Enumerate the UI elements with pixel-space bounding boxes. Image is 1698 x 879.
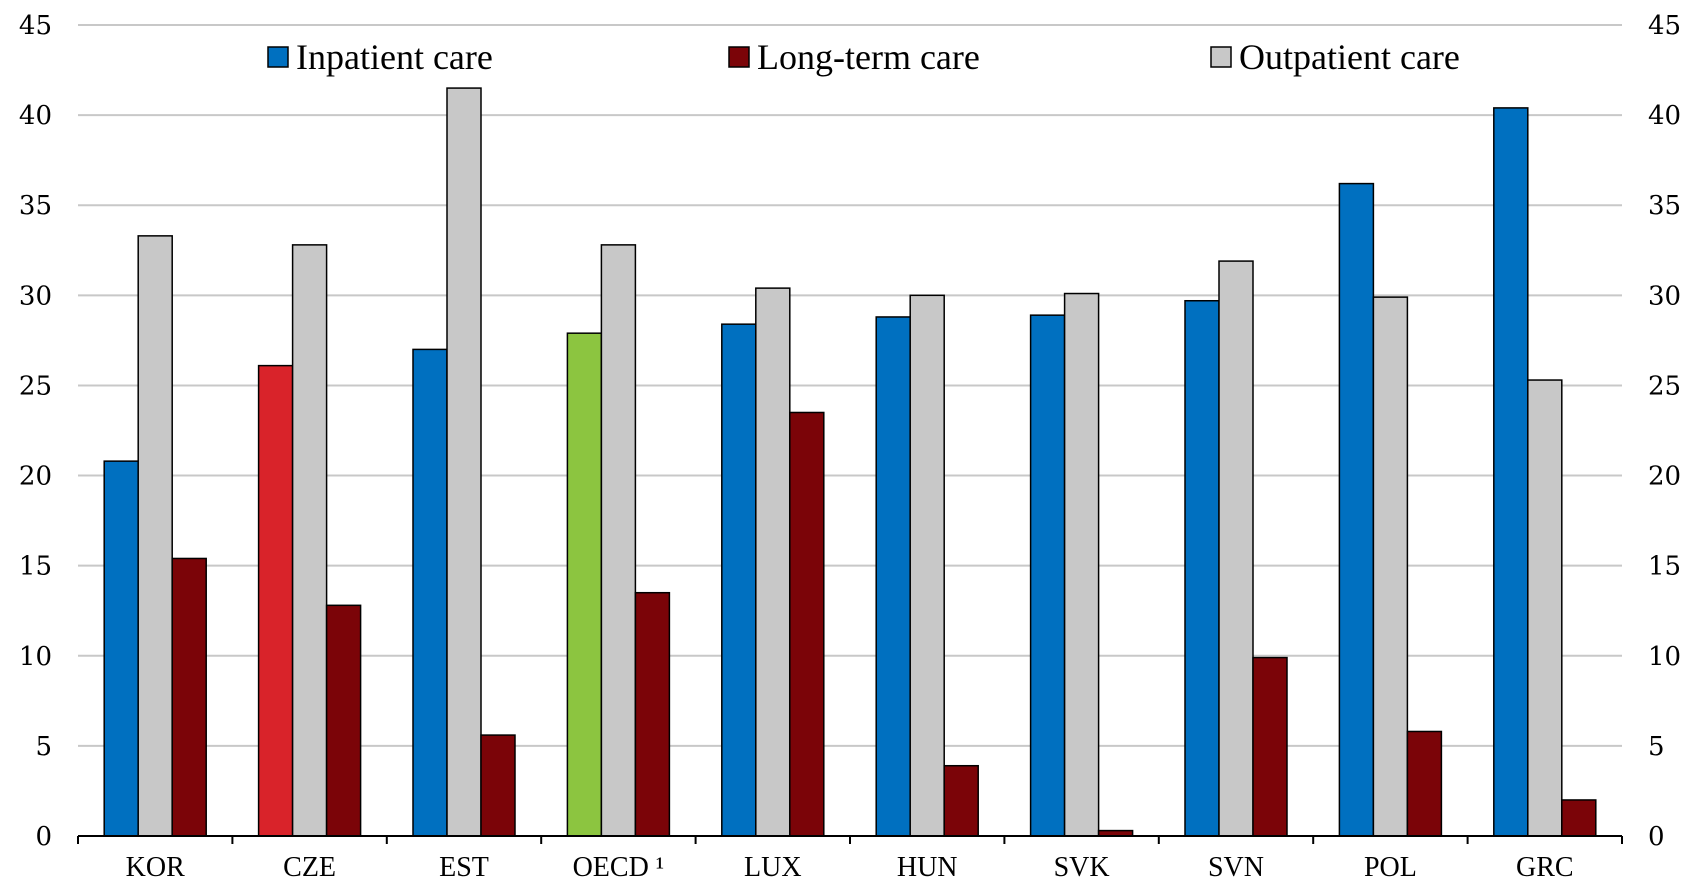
y-tick-label-right: 40 <box>1648 101 1681 131</box>
bar-inpatient-care-4 <box>721 323 757 837</box>
x-axis: KOR CZE EST OECD ¹ LUX HUN SVK SVN POL GRC <box>77 835 1623 879</box>
bar-inpatient-care-5 <box>875 316 911 837</box>
y-tick-label-left: 10 <box>19 642 52 672</box>
bar-long-term-care-3 <box>634 591 671 837</box>
bar-inpatient-care-0 <box>103 460 139 837</box>
legend-item: Inpatient care <box>267 37 493 77</box>
legend-item: Outpatient care <box>1210 37 1460 77</box>
y-axis-left: 0 5 10 15 20 25 30 35 40 45 <box>19 11 52 852</box>
bar-outpatient-care-5 <box>909 294 945 837</box>
x-tick-label: GRC <box>1516 852 1574 879</box>
x-tick-label: KOR <box>126 852 185 879</box>
y-tick-label-right: 20 <box>1648 462 1681 492</box>
bar-long-term-care-7 <box>1252 656 1288 837</box>
y-tick-label-left: 15 <box>19 552 52 582</box>
y-tick-label-left: 20 <box>19 462 52 492</box>
y-tick-label-right: 30 <box>1648 281 1681 311</box>
legend-label: Outpatient care <box>1239 37 1460 77</box>
bar-long-term-care-8 <box>1406 730 1443 837</box>
y-tick-label-left: 40 <box>19 101 52 131</box>
bar-inpatient-care-7 <box>1184 299 1220 837</box>
x-tick-label: CZE <box>283 852 336 879</box>
bar-long-term-care-0 <box>171 557 207 837</box>
x-tick-label: EST <box>439 852 489 879</box>
bar-long-term-care-1 <box>325 604 362 837</box>
y-tick-label-right: 5 <box>1648 732 1665 762</box>
bar-long-term-care-2 <box>480 734 516 837</box>
x-tick-label: SVN <box>1208 852 1264 879</box>
bars <box>103 87 1597 837</box>
bar-inpatient-care-2 <box>412 348 448 837</box>
legend-item: Long-term care <box>728 37 980 77</box>
bar-inpatient-care-6 <box>1029 314 1066 837</box>
legend-swatch <box>728 46 750 68</box>
y-tick-label-right: 35 <box>1648 191 1681 221</box>
y-tick-label-left: 0 <box>35 822 52 852</box>
legend-label: Inpatient care <box>296 37 493 77</box>
bar-long-term-care-5 <box>943 764 979 837</box>
bar-outpatient-care-0 <box>137 235 173 837</box>
bar-outpatient-care-1 <box>291 244 328 837</box>
y-tick-label-right: 25 <box>1648 371 1681 401</box>
x-tick-label: HUN <box>897 852 958 879</box>
y-axis-right: 0 5 10 15 20 25 30 35 40 45 <box>1648 11 1681 852</box>
bar-outpatient-care-2 <box>446 87 482 837</box>
bar-outpatient-care-7 <box>1218 260 1254 837</box>
bar-inpatient-care-9 <box>1493 107 1529 837</box>
y-tick-label-right: 0 <box>1648 822 1665 852</box>
y-tick-label-right: 15 <box>1648 552 1681 582</box>
x-tick-label: OECD ¹ <box>573 852 665 879</box>
y-tick-label-right: 10 <box>1648 642 1681 672</box>
bar-inpatient-care-8 <box>1338 182 1375 837</box>
x-tick-label: LUX <box>744 852 802 879</box>
legend-swatch <box>267 46 289 68</box>
legend-label: Long-term care <box>757 37 980 77</box>
bar-outpatient-care-3 <box>600 244 637 837</box>
y-tick-label-left: 35 <box>19 191 52 221</box>
y-tick-label-left: 5 <box>35 732 52 762</box>
bar-long-term-care-9 <box>1561 799 1597 837</box>
bar-outpatient-care-6 <box>1063 292 1100 837</box>
bar-outpatient-care-8 <box>1372 296 1409 837</box>
y-tick-label-left: 30 <box>19 281 52 311</box>
y-tick-label-left: 25 <box>19 371 52 401</box>
bar-long-term-care-4 <box>789 411 825 837</box>
x-tick-label: POL <box>1364 852 1417 879</box>
bar-inpatient-care-1 <box>257 364 294 837</box>
legend-swatch <box>1210 46 1232 68</box>
y-tick-label-right: 45 <box>1648 11 1681 41</box>
bar-inpatient-care-3 <box>566 332 603 837</box>
x-tick-label: SVK <box>1054 852 1110 879</box>
y-tick-label-left: 45 <box>19 11 52 41</box>
legend: Inpatient care Long-term care Outpatient c… <box>267 37 1460 77</box>
bar-outpatient-care-9 <box>1527 379 1563 837</box>
bar-outpatient-care-4 <box>755 287 791 837</box>
